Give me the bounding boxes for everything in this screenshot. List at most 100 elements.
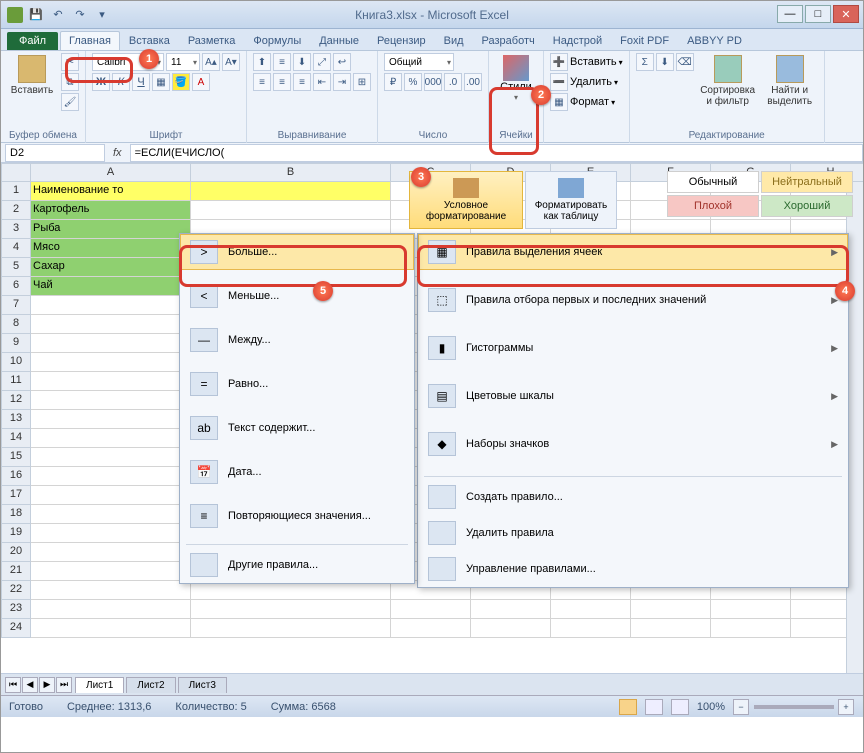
wrap-text-icon[interactable]: ↩	[333, 53, 351, 71]
cell[interactable]: Картофель	[31, 201, 191, 220]
col-header-B[interactable]: B	[191, 163, 391, 182]
tab-Формулы[interactable]: Формулы	[244, 31, 310, 50]
name-box[interactable]: D2	[5, 144, 105, 162]
align-right-icon[interactable]: ≡	[293, 73, 311, 91]
decrease-decimal-icon[interactable]: .00	[464, 73, 482, 91]
menu-item[interactable]: ▮Гистограммы▶	[418, 330, 848, 366]
row-header[interactable]: 17	[1, 486, 31, 505]
menu-item[interactable]: >Больше...	[180, 234, 414, 270]
cell[interactable]	[471, 619, 551, 638]
row-header[interactable]: 22	[1, 581, 31, 600]
cell[interactable]	[31, 486, 191, 505]
cell[interactable]	[711, 619, 791, 638]
cell[interactable]	[31, 448, 191, 467]
menu-item[interactable]: <Меньше...	[180, 278, 414, 314]
tab-Вид[interactable]: Вид	[435, 31, 473, 50]
cell[interactable]: Чай	[31, 277, 191, 296]
align-center-icon[interactable]: ≡	[273, 73, 291, 91]
sheet-tab[interactable]: Лист1	[75, 677, 124, 693]
highlight-cells-rules-submenu[interactable]: >Больше...<Меньше...―Между...=Равно...ab…	[179, 233, 415, 584]
border-icon[interactable]: ▦	[152, 73, 170, 91]
undo-icon[interactable]: ↶	[49, 6, 67, 24]
close-button[interactable]: ✕	[833, 5, 859, 23]
format-as-table-button[interactable]: Форматировать как таблицу	[525, 171, 617, 229]
style-Нейтральный[interactable]: Нейтральный	[761, 171, 853, 193]
menu-item[interactable]: ―Между...	[180, 322, 414, 358]
cell[interactable]	[31, 505, 191, 524]
maximize-button[interactable]: □	[805, 5, 831, 23]
bold-icon[interactable]: Ж	[92, 73, 110, 91]
cell[interactable]	[631, 600, 711, 619]
sheet-nav-prev-icon[interactable]: ◀	[22, 677, 38, 693]
cell[interactable]	[31, 581, 191, 600]
view-pagebreak-icon[interactable]	[671, 699, 689, 715]
row-header[interactable]: 9	[1, 334, 31, 353]
row-header[interactable]: 24	[1, 619, 31, 638]
format-painter-icon[interactable]: 🖌	[61, 93, 79, 111]
decrease-indent-icon[interactable]: ⇤	[313, 73, 331, 91]
percent-icon[interactable]: %	[404, 73, 422, 91]
tab-ABBYY PD[interactable]: ABBYY PD	[678, 31, 751, 50]
zoom-slider[interactable]	[754, 705, 834, 709]
cell[interactable]	[191, 619, 391, 638]
style-Хороший[interactable]: Хороший	[761, 195, 853, 217]
file-tab[interactable]: Файл	[7, 32, 58, 50]
font-size-combo[interactable]: 11	[166, 53, 200, 71]
shrink-font-icon[interactable]: A▾	[222, 53, 240, 71]
col-header-A[interactable]: A	[31, 163, 191, 182]
view-layout-icon[interactable]	[645, 699, 663, 715]
row-header[interactable]: 11	[1, 372, 31, 391]
cell[interactable]	[31, 410, 191, 429]
tab-Рецензир[interactable]: Рецензир	[368, 31, 435, 50]
tab-Главная[interactable]: Главная	[60, 31, 120, 50]
cell-styles-gallery[interactable]: ОбычныйНейтральныйПлохойХороший	[667, 171, 853, 217]
cell[interactable]	[31, 315, 191, 334]
row-header[interactable]: 7	[1, 296, 31, 315]
cell[interactable]	[471, 600, 551, 619]
cell[interactable]	[31, 543, 191, 562]
row-header[interactable]: 23	[1, 600, 31, 619]
delete-cells-icon[interactable]: ➖	[550, 73, 568, 91]
cell[interactable]	[551, 619, 631, 638]
merge-icon[interactable]: ⊞	[353, 73, 371, 91]
underline-icon[interactable]: Ч	[132, 73, 150, 91]
align-left-icon[interactable]: ≡	[253, 73, 271, 91]
cell[interactable]	[711, 600, 791, 619]
cell[interactable]	[191, 182, 391, 201]
copy-icon[interactable]: ⧉	[61, 73, 79, 91]
cell[interactable]: Мясо	[31, 239, 191, 258]
menu-item[interactable]: ▤Цветовые шкалы▶	[418, 378, 848, 414]
row-header[interactable]: 4	[1, 239, 31, 258]
cell[interactable]	[191, 201, 391, 220]
align-middle-icon[interactable]: ≡	[273, 53, 291, 71]
row-header[interactable]: 16	[1, 467, 31, 486]
redo-icon[interactable]: ↷	[71, 6, 89, 24]
qat-more-icon[interactable]: ▾	[93, 6, 111, 24]
cell[interactable]	[31, 334, 191, 353]
currency-icon[interactable]: ₽	[384, 73, 402, 91]
row-header[interactable]: 21	[1, 562, 31, 581]
select-all-corner[interactable]	[1, 163, 31, 182]
row-header[interactable]: 13	[1, 410, 31, 429]
italic-icon[interactable]: К	[112, 73, 130, 91]
row-header[interactable]: 8	[1, 315, 31, 334]
cell[interactable]	[551, 600, 631, 619]
comma-icon[interactable]: 000	[424, 73, 442, 91]
cell[interactable]	[31, 600, 191, 619]
grow-font-icon[interactable]: A▴	[202, 53, 220, 71]
view-normal-icon[interactable]	[619, 699, 637, 715]
menu-item[interactable]: ▦Правила выделения ячеек▶	[418, 234, 848, 270]
increase-indent-icon[interactable]: ⇥	[333, 73, 351, 91]
orientation-icon[interactable]: ⤢	[313, 53, 331, 71]
zoom-in-icon[interactable]: +	[838, 699, 854, 715]
format-cells-icon[interactable]: ▦	[550, 93, 568, 111]
fill-color-icon[interactable]: 🪣	[172, 73, 190, 91]
cut-icon[interactable]: ✂	[61, 53, 79, 71]
row-header[interactable]: 6	[1, 277, 31, 296]
menu-item[interactable]: Удалить правила	[418, 515, 848, 551]
cell[interactable]	[191, 600, 391, 619]
font-color-icon[interactable]: A	[192, 73, 210, 91]
tab-Разметка[interactable]: Разметка	[179, 31, 245, 50]
cell[interactable]	[31, 429, 191, 448]
sort-filter-button[interactable]: Сортировка и фильтр	[698, 53, 758, 109]
